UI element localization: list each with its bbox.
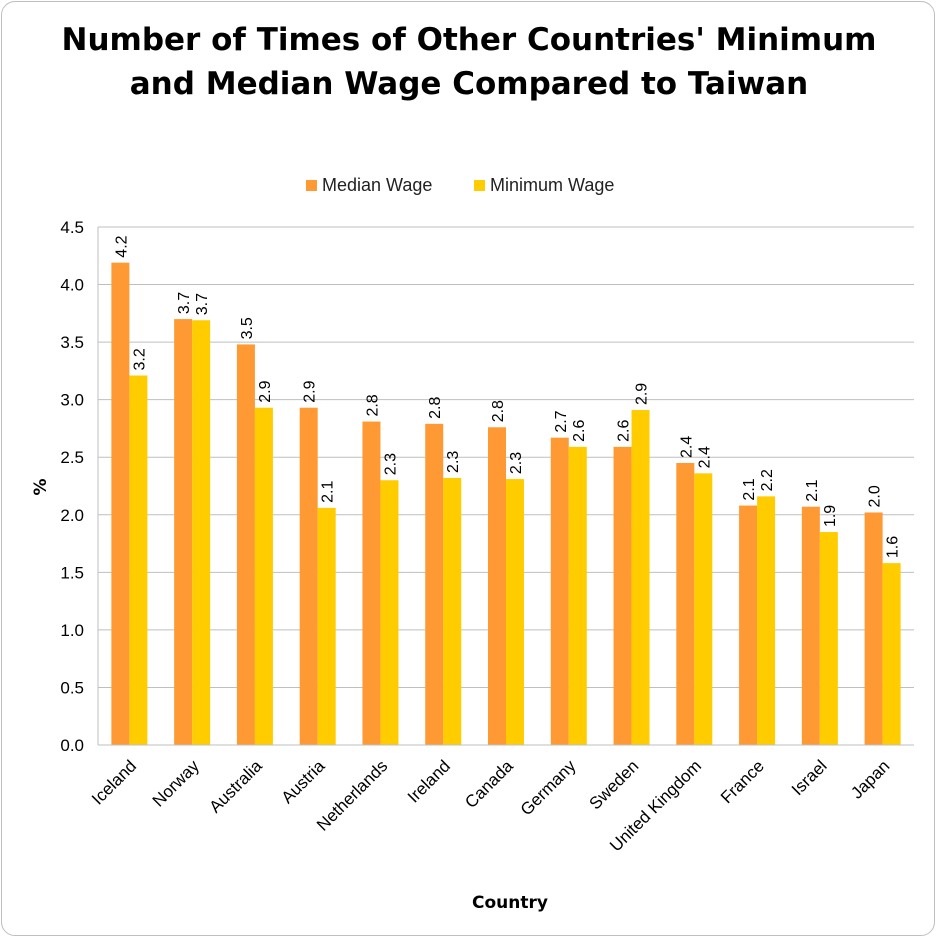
bar-minimum-germany	[568, 446, 587, 745]
data-label: 2.3	[382, 453, 399, 475]
bar-minimum-norway	[192, 320, 211, 745]
data-label: 2.8	[490, 400, 507, 422]
data-label: 3.2	[131, 348, 148, 370]
y-tick-label: 3.5	[60, 333, 84, 352]
data-label: 2.9	[634, 383, 651, 405]
x-axis: Iceland Norway Australia AustriaNetherlands…	[88, 744, 914, 855]
y-tick-label: 4.0	[60, 276, 84, 295]
data-label: 4.2	[113, 235, 130, 257]
x-tick-label: Australia	[206, 756, 267, 817]
legend-item-minimum: Minimum Wage	[474, 175, 614, 196]
data-label: 2.9	[257, 380, 274, 402]
x-tick-label: Germany	[517, 756, 580, 819]
bars	[111, 262, 901, 745]
data-label: 2.1	[804, 479, 821, 501]
data-label: 1.9	[822, 505, 839, 527]
bar-median-ireland	[425, 423, 444, 745]
bar-median-austria	[299, 407, 318, 745]
y-tick-label: 1.0	[60, 621, 84, 640]
bar-median-norway	[174, 319, 193, 745]
data-label: 2.3	[508, 452, 525, 474]
bar-minimum-canada	[506, 479, 524, 745]
data-label: 2.1	[320, 481, 337, 503]
bar-minimum-netherlands	[380, 480, 399, 745]
bar-median-united-kingdom	[676, 462, 695, 745]
data-label: 1.6	[885, 536, 902, 558]
x-tick-label: Japan	[847, 756, 893, 802]
bar-minimum-france	[757, 496, 776, 745]
x-tick-label: Norway	[149, 756, 204, 811]
data-label: 2.3	[445, 451, 462, 473]
y-axis: 0.0 0.5 1.0 1.5 2.0 2.5 3.0 3.5 4.0 4.5	[60, 218, 99, 755]
bar-median-germany	[550, 437, 569, 745]
x-tick-label: Sweden	[585, 756, 642, 813]
x-tick-label: Austria	[278, 756, 329, 807]
y-axis-title: %	[31, 478, 51, 495]
y-tick-label: 2.5	[60, 448, 84, 467]
data-label: 2.2	[759, 469, 776, 491]
data-label: 2.0	[867, 485, 884, 507]
data-label: 2.6	[571, 420, 588, 442]
bar-median-sweden	[613, 446, 632, 745]
chart-title: Number of Times of Other Countries' Mini…	[61, 22, 877, 102]
data-labels: 4.2 3.2 3.7 3.7 3.5 2.9 2.9 2.1 2.8 2.3 2.8 2.3 2.8 2…	[113, 235, 901, 558]
bar-median-france	[739, 505, 758, 745]
x-axis-title: Country	[472, 893, 548, 913]
bar-minimum-united-kingdom	[694, 473, 713, 745]
data-label: 3.7	[194, 293, 211, 315]
data-label: 2.9	[302, 380, 319, 402]
legend-label-median: Median Wage	[322, 175, 433, 195]
legend-swatch-minimum	[474, 180, 485, 191]
bar-median-japan	[864, 512, 883, 745]
y-tick-label: 4.5	[60, 218, 84, 237]
x-tick-label: Israel	[788, 756, 831, 799]
data-label: 2.7	[553, 410, 570, 432]
x-tick-label: Canada	[461, 756, 517, 812]
legend-item-median: Median Wage	[306, 175, 432, 196]
data-label: 3.5	[239, 317, 256, 339]
y-tick-label: 0.0	[60, 736, 84, 755]
data-label: 2.1	[741, 478, 758, 500]
data-label: 2.4	[696, 446, 713, 468]
bar-median-canada	[488, 427, 506, 745]
bar-median-israel	[801, 506, 820, 745]
data-label: 3.7	[176, 292, 193, 314]
bar-minimum-israel	[819, 532, 838, 745]
y-tick-label: 2.0	[60, 506, 84, 525]
bar-minimum-australia	[254, 407, 273, 745]
bar-minimum-sweden	[631, 410, 650, 745]
bar-median-netherlands	[362, 421, 381, 745]
data-label: 2.8	[364, 394, 381, 416]
y-tick-label: 3.0	[60, 391, 84, 410]
x-tick-label: Ireland	[404, 756, 454, 806]
y-tick-label: 0.5	[60, 678, 84, 697]
legend: Median Wage Minimum Wage	[0, 175, 938, 197]
bar-median-australia	[236, 344, 255, 745]
x-tick-label: Iceland	[88, 756, 140, 808]
data-label: 2.6	[616, 420, 633, 442]
bar-median-iceland	[111, 262, 130, 745]
x-tick-label: France	[717, 756, 768, 807]
bar-minimum-iceland	[129, 375, 148, 745]
bar-minimum-austria	[317, 507, 336, 745]
legend-swatch-median	[306, 180, 317, 191]
bar-minimum-japan	[882, 563, 901, 745]
legend-label-minimum: Minimum Wage	[490, 175, 615, 195]
y-tick-label: 1.5	[60, 563, 84, 582]
data-label: 2.8	[427, 396, 444, 418]
bar-minimum-ireland	[443, 477, 462, 745]
data-label: 2.4	[678, 436, 695, 458]
